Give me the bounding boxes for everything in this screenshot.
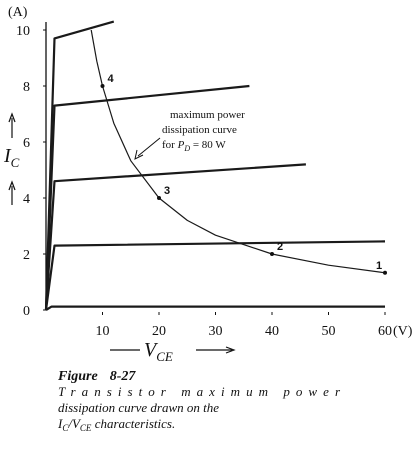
caption-b: /V xyxy=(67,416,82,431)
annotation-line: maximum power xyxy=(170,109,245,121)
caption-a-sub: C xyxy=(62,423,69,433)
characteristic-curve xyxy=(45,305,385,311)
y-unit: (A) xyxy=(8,5,28,20)
y-tick-label: 6 xyxy=(23,136,30,151)
annotation-prefix: for xyxy=(162,139,178,151)
caption-figure-word: Figure xyxy=(57,369,98,384)
x-tick-label: 20 xyxy=(152,324,166,339)
characteristic-curve xyxy=(44,163,306,311)
x-tick-label: 10 xyxy=(96,324,110,339)
caption-line: dissipation curve drawn on the xyxy=(58,400,219,415)
point-label: 4 xyxy=(108,73,115,85)
annotation-line: for PD = 80 W xyxy=(162,139,226,153)
caption-b-sub: CE xyxy=(80,423,92,433)
point-label: 1 xyxy=(376,260,382,272)
x-label-sub: CE xyxy=(156,349,173,364)
caption-number: 8-27 xyxy=(110,369,137,384)
y-tick-label: 10 xyxy=(16,24,30,39)
point xyxy=(100,84,105,88)
point xyxy=(157,196,161,200)
caption-c: characteristics. xyxy=(91,416,175,431)
caption-figure: Figure 8-27 xyxy=(57,369,136,384)
y-tick-label: 0 xyxy=(23,304,30,319)
annotation-arrow xyxy=(137,137,161,157)
y-tick-label: 4 xyxy=(23,192,30,207)
x-tick-label: 60 xyxy=(378,324,392,339)
characteristic-curve xyxy=(44,20,115,311)
y-label-sub: C xyxy=(11,155,20,170)
x-unit: (V) xyxy=(393,324,413,339)
caption-line: Transistor maximum power xyxy=(58,384,341,399)
x-axis-label: VCE xyxy=(144,339,173,364)
y-tick-label: 2 xyxy=(23,248,30,263)
power-curve xyxy=(90,29,386,274)
y-axis-label: IC xyxy=(3,145,20,170)
x-arrow-head xyxy=(225,346,236,354)
y-arrow-head xyxy=(8,180,16,191)
x-tick-label: 30 xyxy=(209,324,223,339)
annotation-suffix: = 80 W xyxy=(190,139,226,151)
point xyxy=(383,270,387,275)
y-label-main: I xyxy=(3,145,12,167)
x-tick-label: 50 xyxy=(322,324,336,339)
characteristic-curve xyxy=(44,240,386,311)
y-arrow-head xyxy=(8,112,16,123)
annotation-sub: D xyxy=(183,144,190,153)
x-label-main: V xyxy=(144,339,159,361)
annotation-line: dissipation curve xyxy=(162,124,237,136)
caption-line: IC/VCE characteristics. xyxy=(57,416,175,433)
point xyxy=(270,252,274,256)
point-label: 3 xyxy=(164,185,170,197)
y-tick-label: 8 xyxy=(23,80,30,95)
x-tick-label: 40 xyxy=(265,324,279,339)
caption-a: I xyxy=(57,416,63,431)
annotation-arrow-head xyxy=(134,149,144,160)
annotation-main: P xyxy=(177,139,185,151)
point-label: 2 xyxy=(277,241,283,253)
